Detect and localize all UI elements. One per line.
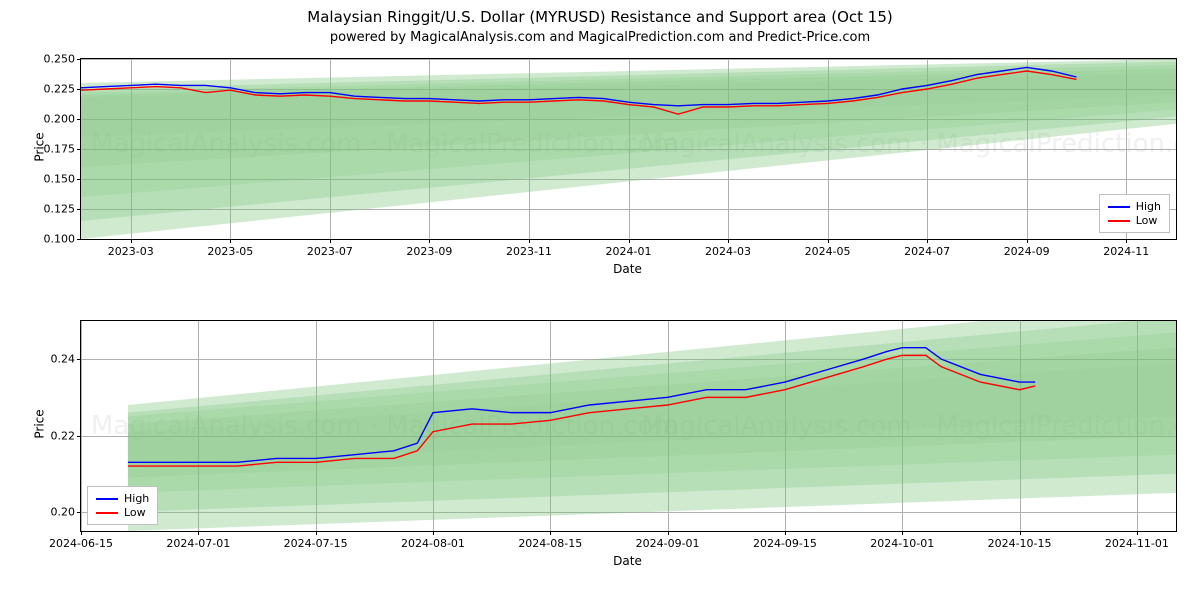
x-tick-label: 2024-03 — [705, 239, 751, 258]
x-tick-label: 2024-06-15 — [49, 531, 113, 550]
x-tick-label: 2024-09-01 — [636, 531, 700, 550]
bottom-low-line — [81, 321, 1176, 531]
x-tick-label: 2024-11 — [1103, 239, 1149, 258]
x-tick-label: 2024-01 — [606, 239, 652, 258]
y-tick-label: 0.22 — [51, 429, 82, 442]
x-tick-label: 2024-07 — [904, 239, 950, 258]
legend-label: High — [124, 492, 149, 505]
top-x-axis-label: Date — [80, 262, 1175, 276]
y-tick-label: 0.24 — [51, 353, 82, 366]
top-y-axis-label: Price — [33, 132, 47, 161]
x-tick-label: 2023-09 — [406, 239, 452, 258]
x-tick-label: 2024-07-01 — [166, 531, 230, 550]
legend-item: Low — [96, 506, 149, 519]
x-tick-label: 2024-08-01 — [401, 531, 465, 550]
x-tick-label: 2024-09 — [1004, 239, 1050, 258]
bottom-x-axis-label: Date — [80, 554, 1175, 568]
legend-swatch — [96, 498, 118, 500]
y-tick-label: 0.225 — [44, 83, 82, 96]
x-tick-label: 2024-05 — [805, 239, 851, 258]
y-tick-label: 0.150 — [44, 173, 82, 186]
y-tick-label: 0.250 — [44, 53, 82, 66]
legend-item: Low — [1108, 214, 1161, 227]
legend-label: Low — [1136, 214, 1158, 227]
x-tick-label: 2024-07-15 — [284, 531, 348, 550]
bottom-legend: HighLow — [87, 486, 158, 525]
legend-swatch — [1108, 220, 1130, 222]
x-tick-label: 2024-08-15 — [518, 531, 582, 550]
x-tick-label: 2024-10-01 — [870, 531, 934, 550]
top-low-line — [81, 59, 1176, 239]
top-plot-area: MagicalAnalysis.com · MagicalPrediction.… — [81, 59, 1176, 239]
legend-item: High — [96, 492, 149, 505]
x-tick-label: 2023-05 — [207, 239, 253, 258]
top-legend: HighLow — [1099, 194, 1170, 233]
x-tick-label: 2023-03 — [108, 239, 154, 258]
y-tick-label: 0.175 — [44, 143, 82, 156]
x-tick-label: 2023-11 — [506, 239, 552, 258]
x-tick-label: 2024-09-15 — [753, 531, 817, 550]
top-chart-axes: MagicalAnalysis.com · MagicalPrediction.… — [80, 58, 1177, 240]
figure: Malaysian Ringgit/U.S. Dollar (MYRUSD) R… — [0, 0, 1200, 600]
legend-item: High — [1108, 200, 1161, 213]
x-tick-label: 2024-11-01 — [1105, 531, 1169, 550]
bottom-y-axis-label: Price — [33, 409, 47, 438]
x-tick-label: 2023-07 — [307, 239, 353, 258]
bottom-chart-axes: MagicalAnalysis.com · MagicalPrediction.… — [80, 320, 1177, 532]
y-tick-label: 0.20 — [51, 505, 82, 518]
chart-title: Malaysian Ringgit/U.S. Dollar (MYRUSD) R… — [0, 8, 1200, 26]
legend-swatch — [96, 512, 118, 514]
chart-subtitle: powered by MagicalAnalysis.com and Magic… — [0, 30, 1200, 45]
y-tick-label: 0.100 — [44, 233, 82, 246]
x-tick-label: 2024-10-15 — [988, 531, 1052, 550]
legend-label: Low — [124, 506, 146, 519]
y-tick-label: 0.125 — [44, 203, 82, 216]
bottom-plot-area: MagicalAnalysis.com · MagicalPrediction.… — [81, 321, 1176, 531]
legend-swatch — [1108, 206, 1130, 208]
legend-label: High — [1136, 200, 1161, 213]
y-tick-label: 0.200 — [44, 113, 82, 126]
